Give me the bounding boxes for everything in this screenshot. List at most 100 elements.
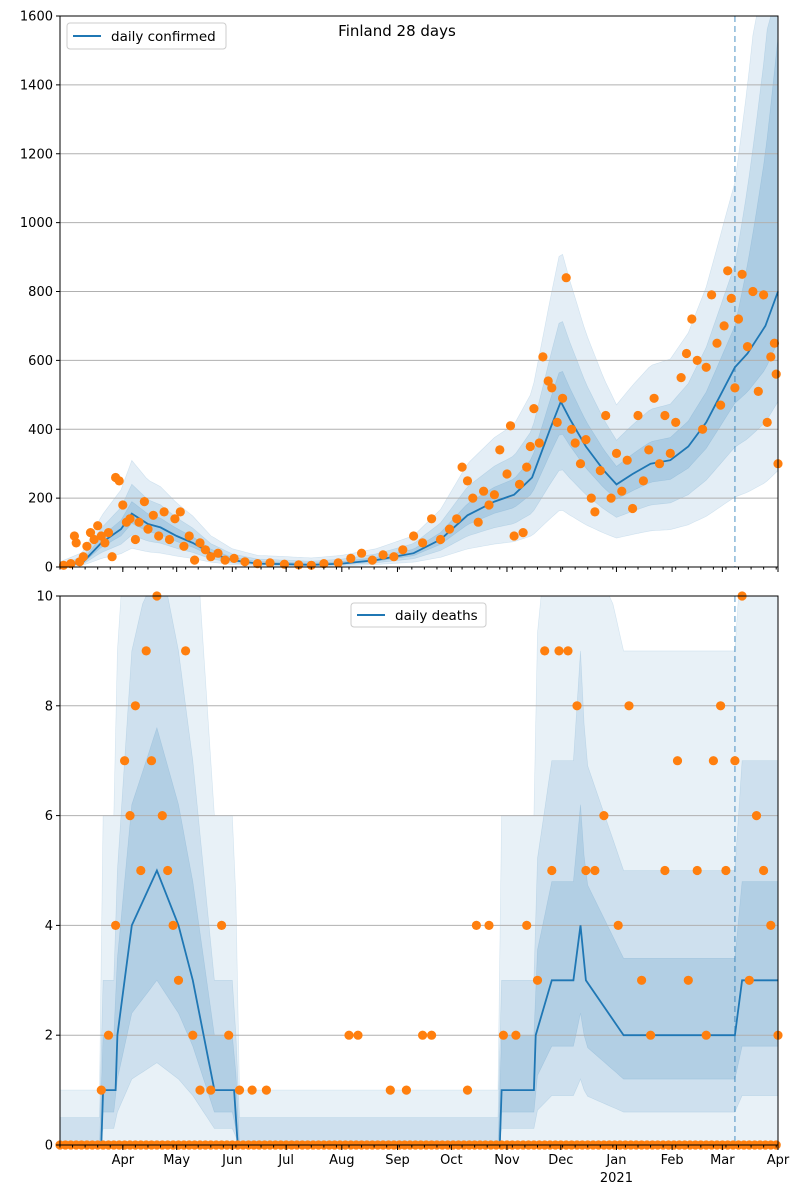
confirmed-point — [707, 290, 717, 300]
confirmed-point — [644, 445, 654, 455]
deaths-line-layer — [60, 868, 778, 1146]
confirmed-y-tick-label: 1400 — [20, 78, 53, 93]
confirmed-line-layer — [59, 291, 779, 568]
confirmed-point — [82, 541, 92, 551]
confirmed-point — [85, 528, 96, 538]
confirmed-point — [367, 555, 377, 565]
confirmed-y-ticks: 0 200 400 600 800 1000 1200 1400 1600 — [20, 10, 60, 576]
confirmed-point — [66, 559, 76, 569]
confirmed-point — [184, 531, 194, 541]
confirmed-point — [698, 424, 708, 434]
deaths-y-tick-label: 0 — [45, 1139, 53, 1154]
deaths-y-ticks: 0 2 4 6 8 10 — [36, 590, 60, 1154]
deaths-x-tick-label: Oct — [440, 1153, 462, 1168]
deaths-point — [484, 920, 494, 931]
deaths-point — [353, 1030, 363, 1040]
confirmed-point — [435, 534, 446, 545]
confirmed-point — [771, 369, 781, 379]
confirmed-point — [418, 538, 428, 548]
confirmed-point — [398, 545, 408, 555]
deaths-point — [683, 975, 693, 985]
confirmed-point — [134, 517, 144, 527]
confirmed-point — [581, 435, 591, 445]
deaths-chart: 0 2 4 6 8 10 Apr May Jun Jul Aug Sep Oct Nov Dec Jan Fe… — [36, 590, 789, 1187]
deaths-point — [599, 811, 609, 821]
confirmed-legend-label: daily confirmed — [111, 29, 216, 45]
confirmed-point — [495, 445, 505, 455]
confirmed-point — [107, 552, 117, 562]
deaths-point — [385, 1085, 395, 1095]
deaths-point — [157, 811, 167, 821]
confirmed-point — [462, 476, 473, 486]
deaths-point — [646, 1030, 656, 1040]
confirmed-point — [389, 552, 399, 562]
confirmed-point — [716, 400, 726, 410]
confirmed-point — [712, 338, 722, 348]
deaths-point — [581, 865, 591, 876]
confirmed-point — [505, 421, 516, 431]
deaths-point — [234, 1085, 245, 1095]
deaths-x-ticks: Apr May Jun Jul Aug Sep Oct Nov Dec Jan Feb Mar Apr 2… — [59, 1145, 790, 1186]
confirmed-y-tick-label: 1000 — [20, 216, 53, 231]
confirmed-point — [164, 534, 175, 545]
deaths-point — [716, 701, 726, 711]
confirmed-point — [529, 404, 539, 414]
confirmed-point — [130, 534, 140, 545]
deaths-point — [701, 1030, 711, 1040]
deaths-point — [590, 865, 600, 876]
confirmed-point — [595, 466, 605, 476]
confirmed-point — [265, 558, 275, 568]
confirmed-point — [570, 438, 580, 448]
confirmed-point — [611, 448, 622, 458]
confirmed-point — [638, 476, 649, 486]
confirmed-point — [726, 293, 736, 303]
deaths-x-tick-label: Jun — [221, 1153, 242, 1168]
confirmed-point — [733, 314, 744, 324]
deaths-x-tick-label: Mar — [710, 1153, 735, 1168]
confirmed-point — [452, 514, 462, 524]
confirmed-point — [525, 441, 535, 452]
confirmed-point — [148, 510, 158, 520]
deaths-point — [181, 646, 191, 656]
deaths-point — [637, 975, 647, 985]
confirmed-point — [687, 314, 697, 324]
confirmed-point — [502, 469, 512, 479]
deaths-point — [168, 920, 178, 931]
confirmed-point — [601, 410, 611, 421]
confirmed-point — [118, 500, 128, 510]
confirmed-y-tick-label: 800 — [28, 285, 53, 300]
confirmed-point — [143, 524, 153, 534]
confirmed-y-tick-label: 1600 — [20, 10, 53, 25]
confirmed-point — [552, 417, 562, 427]
confirmed-point — [654, 459, 665, 469]
deaths-point — [427, 1030, 437, 1040]
deaths-point — [401, 1085, 411, 1095]
confirmed-point — [114, 476, 124, 486]
confirmed-point — [769, 338, 780, 348]
confirmed-point — [766, 352, 776, 362]
deaths-point — [163, 865, 173, 876]
confirmed-point — [547, 383, 557, 393]
deaths-y-tick-label: 10 — [36, 590, 53, 605]
deaths-point — [511, 1030, 521, 1040]
confirmed-point — [103, 528, 114, 538]
deaths-point — [173, 975, 184, 985]
confirmed-point — [681, 348, 692, 359]
confirmed-point — [723, 266, 733, 276]
confirmed-point — [333, 558, 343, 568]
deaths-point — [217, 920, 227, 931]
deaths-point — [195, 1085, 205, 1095]
confirmed-point — [159, 507, 169, 517]
confirmed-chart: 0 200 400 600 800 1000 1200 1400 1600 daily conf… — [20, 10, 783, 576]
confirmed-point — [125, 514, 135, 524]
confirmed-point — [534, 438, 544, 448]
deaths-point — [344, 1030, 354, 1040]
confirmed-point — [240, 557, 250, 567]
deaths-point — [540, 646, 550, 656]
deaths-line — [60, 868, 778, 1146]
confirmed-legend-box — [66, 22, 227, 50]
confirmed-point — [139, 497, 149, 507]
confirmed-point — [730, 383, 740, 393]
deaths-x-tick-label: Dec — [548, 1153, 573, 1168]
